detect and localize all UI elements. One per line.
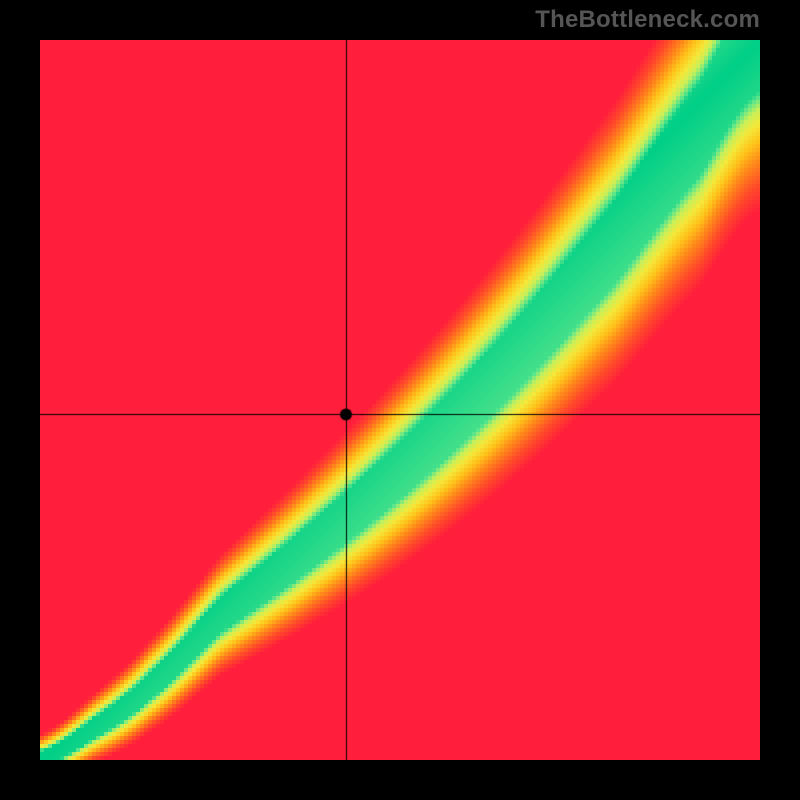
crosshair-overlay <box>40 40 760 760</box>
chart-stage: TheBottleneck.com <box>0 0 800 800</box>
watermark-text: TheBottleneck.com <box>535 6 760 34</box>
